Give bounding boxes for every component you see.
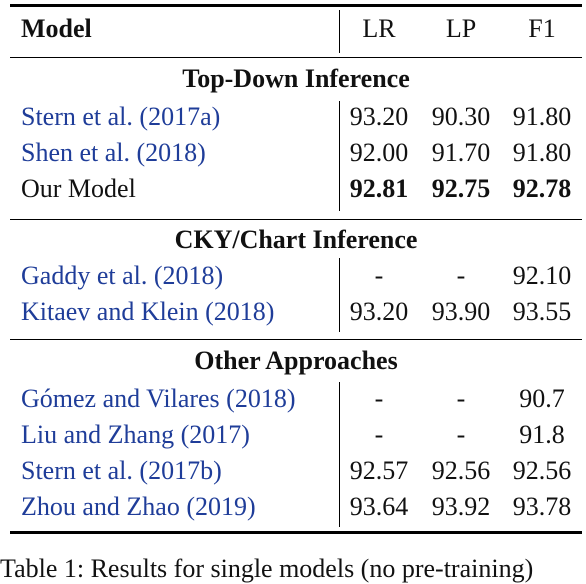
section-rule-2 (10, 219, 582, 221)
bottom-rule (10, 531, 582, 534)
row-f1: 90.7 (519, 384, 565, 413)
row-f1: 91.80 (512, 102, 572, 131)
row-f1: 92.10 (512, 261, 572, 290)
header-lr: LR (362, 14, 396, 43)
section-title-other: Other Approaches (194, 346, 398, 375)
row-lr: - (374, 261, 384, 290)
row-f1: 92.56 (512, 456, 572, 485)
row-model-link[interactable]: Shen et al. (2018) (21, 138, 206, 167)
header-lp: LP (445, 14, 477, 43)
row-lp: 92.56 (431, 456, 491, 485)
row-lr: - (374, 420, 384, 449)
row-f1: 91.8 (519, 420, 565, 449)
row-model-link[interactable]: Stern et al. (2017b) (21, 456, 222, 485)
row-lr: 92.57 (349, 456, 409, 485)
section-title-cky: CKY/Chart Inference (174, 225, 418, 254)
row-lp: 93.92 (431, 492, 491, 521)
row-f1: 93.78 (512, 492, 572, 521)
column-separator-section-2 (339, 258, 341, 332)
header-model: Model (21, 14, 92, 43)
section-title-top-down: Top-Down Inference (182, 64, 410, 93)
row-model-link[interactable]: Liu and Zhang (2017) (21, 420, 250, 449)
row-lp: 91.70 (431, 138, 491, 167)
row-model-our: Our Model (21, 174, 136, 203)
row-model-link[interactable]: Kitaev and Klein (2018) (21, 297, 275, 326)
row-lp: 90.30 (431, 102, 491, 131)
row-lr: 92.00 (349, 138, 409, 167)
row-lr: 93.64 (349, 492, 409, 521)
column-separator-section-1 (339, 101, 341, 211)
row-f1: 91.80 (512, 138, 572, 167)
row-lp: - (456, 420, 466, 449)
row-f1: 93.55 (512, 297, 572, 326)
row-lr: 93.20 (349, 102, 409, 131)
row-model-link[interactable]: Gaddy et al. (2018) (21, 261, 224, 290)
row-lr-best: 92.81 (349, 174, 409, 203)
row-lp: - (456, 384, 466, 413)
row-lr: - (374, 384, 384, 413)
section-rule-3 (10, 339, 582, 341)
top-rule (10, 4, 582, 7)
row-model-link[interactable]: Stern et al. (2017a) (21, 102, 221, 131)
table-caption: Table 1: Results for single models (no p… (0, 554, 534, 583)
column-separator-header (339, 10, 341, 53)
header-f1: F1 (528, 14, 556, 43)
row-lr: 93.20 (349, 297, 409, 326)
column-separator-section-3 (339, 382, 341, 527)
row-lp: - (456, 261, 466, 290)
row-lp-best: 92.75 (431, 174, 491, 203)
row-f1-best: 92.78 (512, 174, 572, 203)
row-lp: 93.90 (431, 297, 491, 326)
row-model-link[interactable]: Gómez and Vilares (2018) (21, 384, 296, 413)
header-rule (10, 57, 582, 59)
row-model-link[interactable]: Zhou and Zhao (2019) (21, 492, 256, 521)
